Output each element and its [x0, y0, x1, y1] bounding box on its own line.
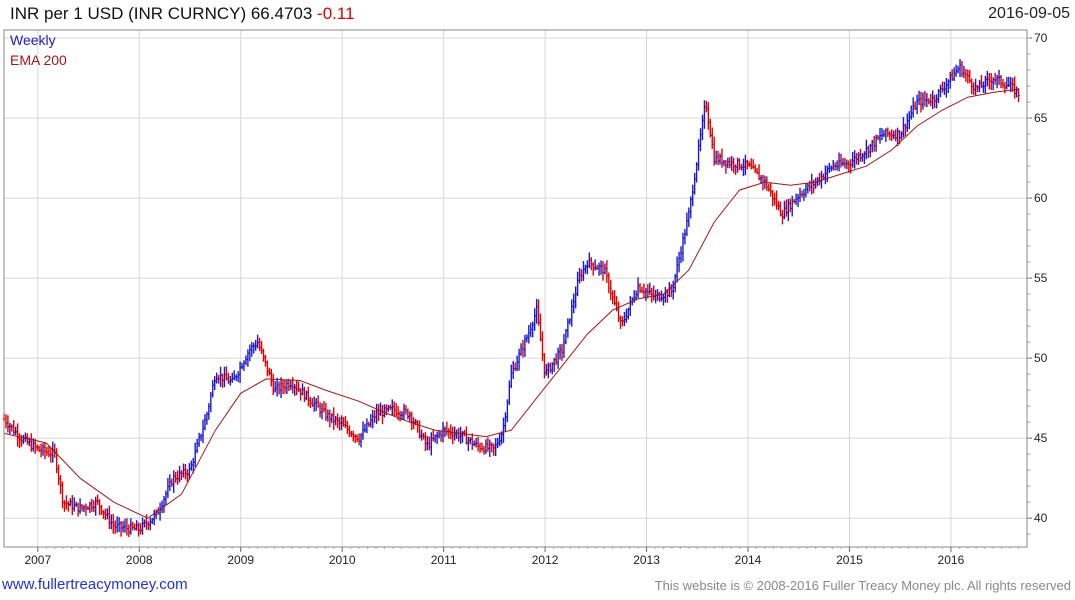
x-tick-label: 2010 [329, 553, 356, 567]
y-tick-label: 40 [1034, 511, 1048, 525]
y-axis: 40 45 50 55 60 65 70 [1027, 31, 1048, 535]
x-tick-label: 2009 [227, 553, 254, 567]
x-tick-label: 2013 [633, 553, 660, 567]
legend-weekly: Weekly [10, 32, 56, 48]
y-tick-label: 70 [1034, 31, 1048, 45]
title-text: INR per 1 USD (INR CURNCY) 66.4703 [10, 4, 313, 23]
grid-lines [4, 30, 1027, 547]
x-tick-label: 2011 [431, 553, 457, 567]
plot-frame [3, 29, 1028, 548]
x-tick-label: 2008 [126, 553, 153, 567]
y-tick-label: 45 [1034, 431, 1048, 445]
legend: Weekly EMA 200 [10, 32, 67, 68]
x-tick-label: 2014 [735, 553, 762, 567]
weekly-bars [2, 58, 1021, 537]
y-tick-label: 50 [1034, 351, 1048, 365]
chart-title: INR per 1 USD (INR CURNCY) 66.4703 -0.11 [10, 4, 355, 24]
price-change: -0.11 [317, 4, 355, 23]
y-tick-label: 55 [1034, 271, 1048, 285]
copyright-text: This website is © 2008-2016 Fuller Treac… [654, 578, 1071, 593]
x-axis: 2007 2008 2009 2010 2011 2012 2013 2014 2015 2016 [24, 547, 1020, 567]
x-tick-label: 2016 [938, 553, 965, 567]
chart-date: 2016-09-05 [988, 5, 1070, 22]
x-tick-label: 2007 [24, 553, 51, 567]
y-tick-label: 60 [1034, 191, 1048, 205]
y-tick-label: 65 [1034, 111, 1048, 125]
x-tick-label: 2012 [532, 553, 559, 567]
site-link[interactable]: www.fullertreacymoney.com [2, 576, 188, 593]
ema-line [3, 88, 1019, 519]
x-tick-label: 2015 [836, 553, 863, 567]
legend-ema: EMA 200 [10, 52, 67, 68]
ema-200-line [3, 88, 1019, 519]
